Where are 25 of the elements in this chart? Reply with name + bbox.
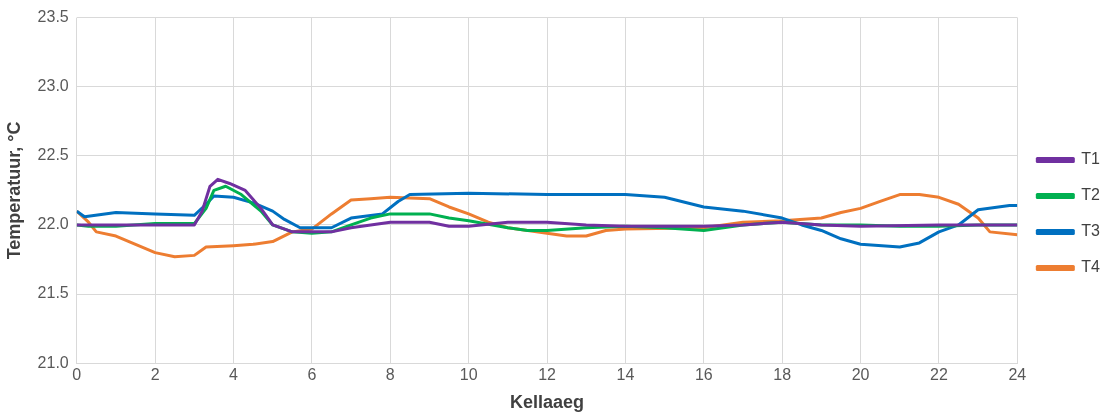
x-tick-label: 12 <box>538 366 557 384</box>
x-tick-label: 20 <box>851 366 870 384</box>
x-tick-label: 24 <box>1008 366 1027 384</box>
y-tick-label: 21.5 <box>37 284 69 302</box>
x-tick-label: 22 <box>930 366 948 384</box>
y-tick-label: 22.5 <box>37 146 69 164</box>
x-tick-label: 10 <box>459 366 478 384</box>
y-tick-label: 21.0 <box>37 353 69 371</box>
y-tick-label: 22.0 <box>37 215 69 233</box>
x-tick-label: 2 <box>150 366 160 384</box>
x-tick-label: 8 <box>385 366 395 384</box>
y-tick-label: 23.0 <box>37 77 69 95</box>
legend-label: T4 <box>1081 258 1101 276</box>
x-tick-label: 4 <box>229 366 239 384</box>
legend-label: T2 <box>1081 186 1101 204</box>
x-axis-title: Kellaaeg <box>510 392 585 413</box>
x-tick-label: 16 <box>694 366 713 384</box>
x-tick-label: 18 <box>773 366 792 384</box>
x-tick-label: 6 <box>307 366 317 384</box>
y-tick-label: 23.5 <box>37 8 69 26</box>
x-tick-label: 14 <box>616 366 635 384</box>
legend-label: T1 <box>1081 150 1101 168</box>
y-axis-title: Temperatuur, °C <box>3 121 24 260</box>
legend-label: T3 <box>1081 222 1101 240</box>
x-tick-label: 0 <box>72 366 82 384</box>
